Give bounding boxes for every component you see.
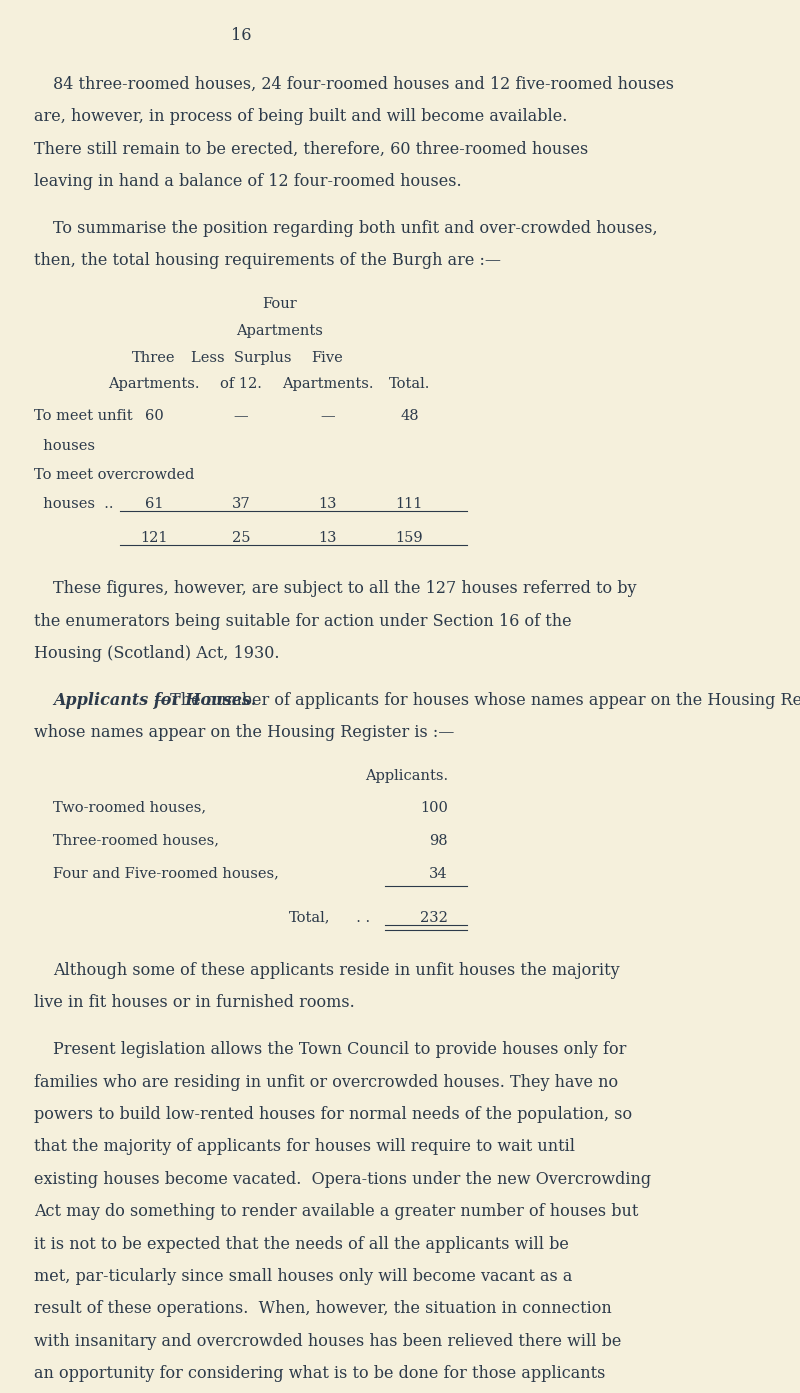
Text: Apartments.: Apartments. [282,378,374,391]
Text: 61: 61 [145,497,163,511]
Text: There still remain to be erected, therefore, 60 three-roomed houses: There still remain to be erected, theref… [34,141,588,157]
Text: whose names appear on the Housing Register is :—: whose names appear on the Housing Regist… [34,724,454,741]
Text: then, the total housing requirements of the Burgh are :—: then, the total housing requirements of … [34,252,501,269]
Text: 13: 13 [318,497,337,511]
Text: Three-roomed houses,: Three-roomed houses, [53,833,219,848]
Text: result of these operations.  When, however, the situation in connection: result of these operations. When, howeve… [34,1300,611,1318]
Text: Total.: Total. [389,378,430,391]
Text: Although some of these applicants reside in unfit houses the majority: Although some of these applicants reside… [53,963,620,979]
Text: 37: 37 [231,497,250,511]
Text: Present legislation allows the Town Council to provide houses only for: Present legislation allows the Town Coun… [53,1042,626,1059]
Text: 232: 232 [420,911,448,925]
Text: 159: 159 [395,531,423,546]
Text: powers to build low-rented houses for normal needs of the population, so: powers to build low-rented houses for no… [34,1106,632,1123]
Text: Four and Five-roomed houses,: Four and Five-roomed houses, [53,866,279,880]
Text: 13: 13 [318,531,337,546]
Text: To meet unfit: To meet unfit [34,410,132,423]
Text: an opportunity for considering what is to be done for those applicants: an opportunity for considering what is t… [34,1365,605,1382]
Text: Applicants.: Applicants. [365,769,448,783]
Text: houses  ..: houses .. [34,497,114,511]
Text: 121: 121 [140,531,168,546]
Text: Less  Surplus: Less Surplus [190,351,291,365]
Text: leaving in hand a balance of 12 four-roomed houses.: leaving in hand a balance of 12 four-roo… [34,173,462,189]
Text: with insanitary and overcrowded houses has been relieved there will be: with insanitary and overcrowded houses h… [34,1333,621,1350]
Text: 111: 111 [396,497,423,511]
Text: . .: . . [346,911,370,925]
Text: 60: 60 [145,410,163,423]
Text: families who are residing in unfit or overcrowded houses. They have no: families who are residing in unfit or ov… [34,1074,618,1091]
Text: Four: Four [262,297,297,311]
Text: Three: Three [132,351,176,365]
Text: To meet overcrowded: To meet overcrowded [34,468,194,482]
Text: the enumerators being suitable for action under Section 16 of the: the enumerators being suitable for actio… [34,613,571,630]
Text: 25: 25 [231,531,250,546]
Text: are, however, in process of being built and will become available.: are, however, in process of being built … [34,109,567,125]
Text: —The number of applicants for houses whose names appear on the Housing Register : —The number of applicants for houses who… [154,692,800,709]
Text: 98: 98 [430,833,448,848]
Text: Act may do something to render available a greater number of houses but: Act may do something to render available… [34,1204,638,1220]
Text: existing houses become vacated.  Opera-tions under the new Overcrowding: existing houses become vacated. Opera-ti… [34,1172,651,1188]
Text: 100: 100 [420,801,448,815]
Text: —: — [320,410,334,423]
Text: —: — [234,410,248,423]
Text: met, par-ticularly since small houses only will become vacant as a: met, par-ticularly since small houses on… [34,1268,572,1284]
Text: These figures, however, are subject to all the 127 houses referred to by: These figures, however, are subject to a… [53,581,637,598]
Text: Apartments: Apartments [236,323,322,337]
Text: of 12.: of 12. [220,378,262,391]
Text: 48: 48 [400,410,418,423]
Text: 34: 34 [430,866,448,880]
Text: 84 three-roomed houses, 24 four-roomed houses and 12 five-roomed houses: 84 three-roomed houses, 24 four-roomed h… [53,75,674,93]
Text: Five: Five [312,351,343,365]
Text: To summarise the position regarding both unfit and over-crowded houses,: To summarise the position regarding both… [53,220,658,237]
Text: Applicants for Houses.: Applicants for Houses. [53,692,257,709]
Text: 16: 16 [230,26,251,43]
Text: live in fit houses or in furnished rooms.: live in fit houses or in furnished rooms… [34,995,354,1011]
Text: houses: houses [34,439,94,453]
Text: Two-roomed houses,: Two-roomed houses, [53,801,206,815]
Text: Apartments.: Apartments. [108,378,200,391]
Text: Housing (Scotland) Act, 1930.: Housing (Scotland) Act, 1930. [34,645,279,662]
Text: Total,: Total, [289,911,330,925]
Text: that the majority of applicants for houses will require to wait until: that the majority of applicants for hous… [34,1138,574,1155]
Text: it is not to be expected that the needs of all the applicants will be: it is not to be expected that the needs … [34,1236,569,1252]
